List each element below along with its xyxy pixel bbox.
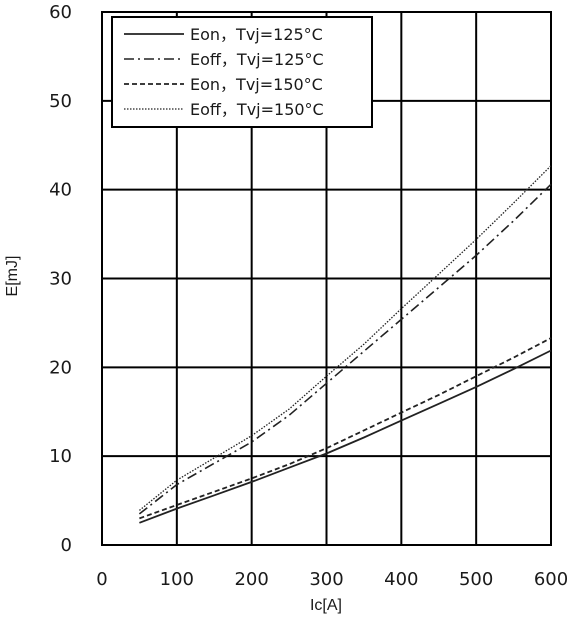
legend-label-0: Eon，Tvj=125°C (190, 25, 323, 44)
legend-label-3: Eoff，Tvj=150°C (190, 100, 324, 119)
x-axis-label: Ic[A] (310, 597, 342, 614)
legend: Eon，Tvj=125°C Eoff，Tvj=125°C Eon，Tvj=150°C… (112, 17, 372, 127)
y-tick-label-60: 60 (49, 2, 72, 23)
y-tick-label-30: 30 (49, 269, 72, 290)
x-tick-label-400: 400 (384, 569, 418, 590)
x-tick-label-600: 600 (534, 569, 568, 590)
legend-label-2: Eon，Tvj=150°C (190, 75, 323, 94)
x-tick-label-300: 300 (309, 569, 343, 590)
legend-label-1: Eoff，Tvj=125°C (190, 50, 324, 69)
x-tick-label-500: 500 (459, 569, 493, 590)
y-tick-label-20: 20 (49, 357, 72, 378)
series-line-1 (139, 184, 551, 514)
y-tick-label-40: 40 (49, 180, 72, 201)
x-tick-label-100: 100 (160, 569, 194, 590)
x-tick-label-0: 0 (96, 569, 107, 590)
y-axis-label: E[mJ] (4, 256, 21, 297)
y-tick-label-0: 0 (61, 535, 72, 556)
y-tick-label-10: 10 (49, 446, 72, 467)
series-lines (139, 166, 551, 523)
series-line-2 (139, 338, 551, 518)
x-tick-label-200: 200 (234, 569, 268, 590)
series-line-3 (139, 166, 551, 511)
y-tick-label-50: 50 (49, 91, 72, 112)
